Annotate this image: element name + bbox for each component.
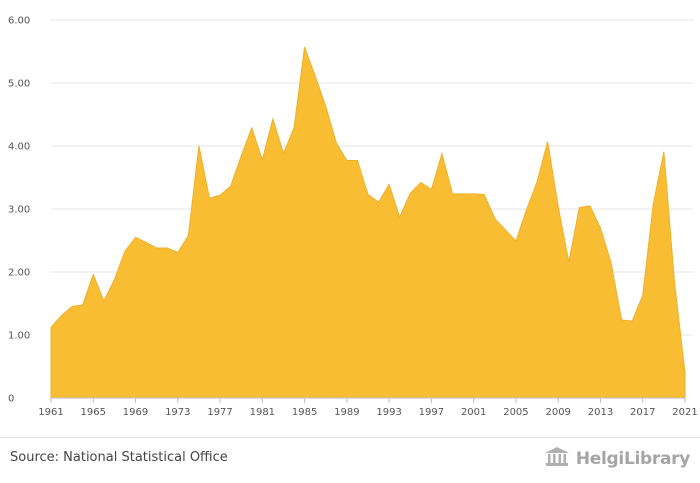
y-tick-label: 3.00 [8,205,30,216]
axes [50,397,686,403]
x-tick-label: 2021 [672,407,697,418]
x-tick-label: 1973 [165,407,190,418]
plot-area [50,46,686,399]
x-tick-label: 1977 [207,407,232,418]
x-tick-label: 1969 [123,407,148,418]
x-tick-label: 2009 [545,407,570,418]
y-tick-label: 1.00 [8,331,30,342]
brand-name: HelgiLibrary [575,449,690,469]
area-chart: 01.002.003.004.005.006.00 1961 1965 1969 19… [8,16,698,419]
y-tick-label: 0 [8,394,14,405]
x-tick-label: 1965 [81,407,106,418]
y-axis-tick-labels: 0 1.00 2.00 3.00 4.00 5.00 6.00 [8,16,30,405]
x-tick-label: 2017 [630,407,655,418]
x-tick-label: 2005 [503,407,528,418]
source-note: Source: National Statistical Office [10,450,228,465]
x-tick-label: 1989 [334,407,359,418]
x-tick-label: 1985 [292,407,317,418]
library-building-icon [544,446,570,472]
x-tick-label: 1993 [376,407,401,418]
footer-divider [0,437,700,438]
x-tick-label: 1961 [38,407,63,418]
x-tick-label: 1981 [250,407,275,418]
x-axis-tick-labels: 1961 1965 1969 1973 1977 1981 1985 1989 1993 1997… [38,407,697,418]
y-tick-label: 5.00 [8,79,30,90]
x-tick-label: 2001 [461,407,486,418]
y-tick-label: 6.00 [8,16,30,27]
brand-logo[interactable]: HelgiLibrary [544,446,690,472]
y-tick-label: 4.00 [8,142,30,153]
x-tick-label: 1997 [419,407,444,418]
series-area-value [50,46,686,399]
y-tick-label: 2.00 [8,268,30,279]
x-tick-label: 2013 [588,407,613,418]
